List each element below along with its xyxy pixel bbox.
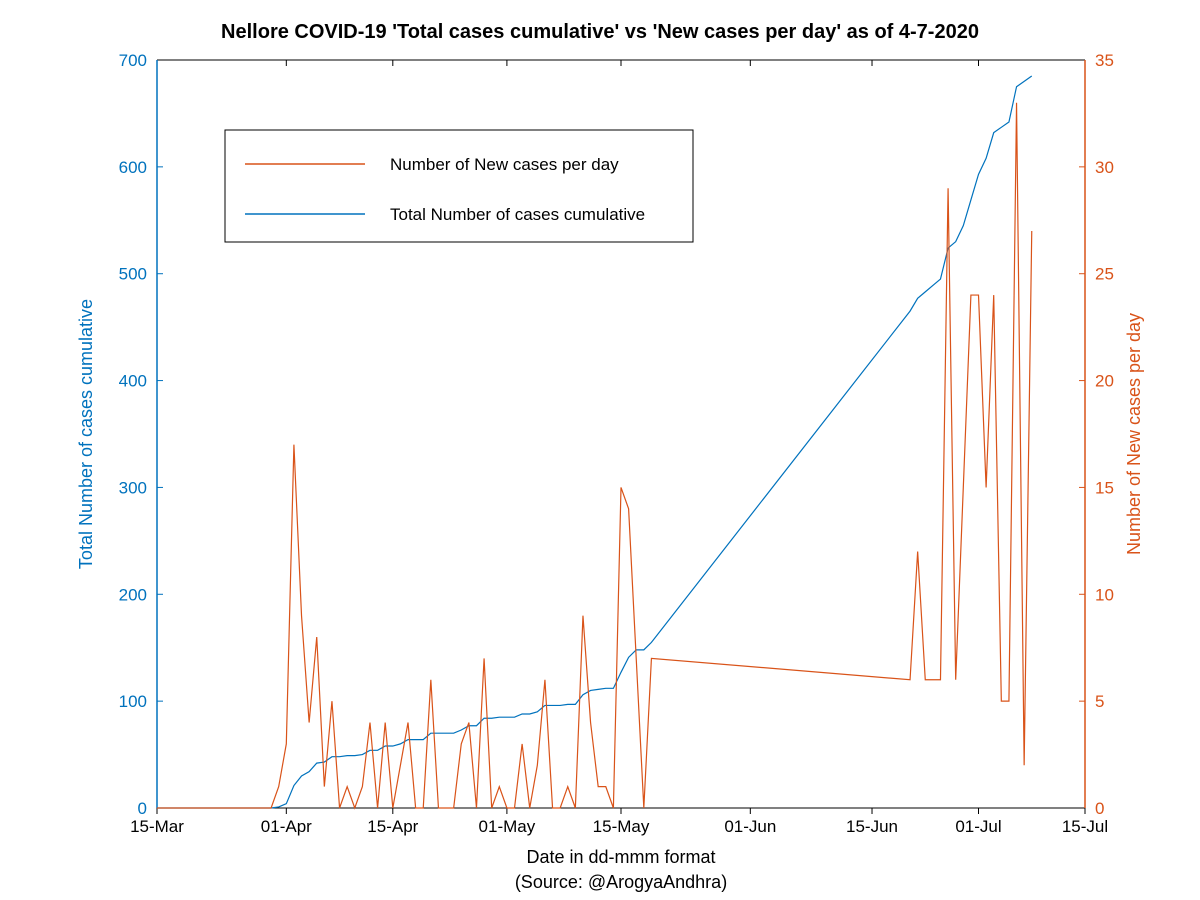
x-tick-label: 01-Jun [724, 817, 776, 836]
x-tick-label: 01-Jul [955, 817, 1001, 836]
y-right-tick-label: 0 [1095, 799, 1104, 818]
x-tick-label: 15-Jun [846, 817, 898, 836]
chart-container: Nellore COVID-19 'Total cases cumulative… [0, 0, 1200, 900]
y-right-tick-label: 20 [1095, 372, 1114, 391]
legend-box [225, 130, 693, 242]
y-right-tick-label: 35 [1095, 51, 1114, 70]
y-right-axis-label: Number of New cases per day [1124, 313, 1144, 555]
y-right-tick-label: 30 [1095, 158, 1114, 177]
x-tick-label: 01-Apr [261, 817, 312, 836]
y-left-tick-label: 100 [119, 692, 147, 711]
legend-label: Total Number of cases cumulative [390, 205, 645, 224]
x-tick-label: 15-Jul [1062, 817, 1108, 836]
y-right-tick-label: 25 [1095, 265, 1114, 284]
y-left-tick-label: 200 [119, 585, 147, 604]
y-right-tick-label: 10 [1095, 585, 1114, 604]
chart-svg: Nellore COVID-19 'Total cases cumulative… [0, 0, 1200, 900]
chart-title: Nellore COVID-19 'Total cases cumulative… [221, 21, 979, 43]
y-left-axis-label: Total Number of cases cumulative [76, 299, 96, 569]
y-left-tick-label: 0 [138, 799, 147, 818]
x-tick-label: 15-Mar [130, 817, 184, 836]
x-axis-sublabel: (Source: @ArogyaAndhra) [515, 872, 727, 892]
x-tick-label: 15-Apr [367, 817, 418, 836]
y-left-tick-label: 500 [119, 265, 147, 284]
x-tick-label: 01-May [479, 817, 536, 836]
y-left-tick-label: 700 [119, 51, 147, 70]
y-right-tick-label: 15 [1095, 478, 1114, 497]
y-left-tick-label: 600 [119, 158, 147, 177]
x-axis-label: Date in dd-mmm format [526, 847, 715, 867]
y-right-tick-label: 5 [1095, 692, 1104, 711]
y-left-tick-label: 300 [119, 478, 147, 497]
y-left-tick-label: 400 [119, 372, 147, 391]
x-tick-label: 15-May [593, 817, 650, 836]
legend-label: Number of New cases per day [390, 155, 619, 174]
